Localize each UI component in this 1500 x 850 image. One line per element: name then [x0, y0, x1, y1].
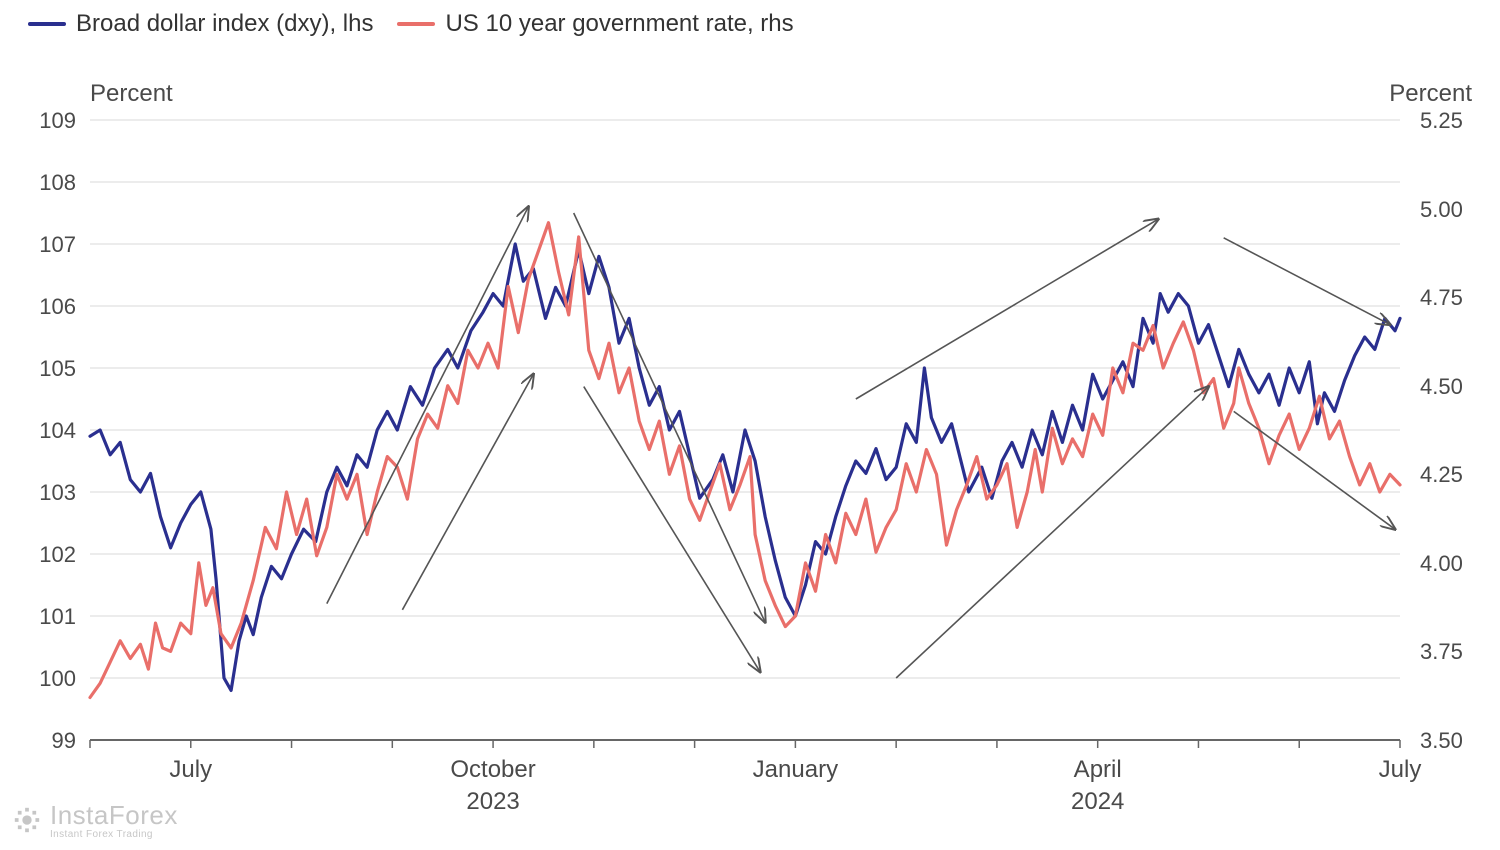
left-tick-label: 109 — [39, 108, 76, 134]
annotation-arrow — [584, 387, 760, 672]
right-tick-label: 4.00 — [1420, 551, 1463, 577]
chart-svg — [0, 0, 1500, 850]
left-tick-label: 99 — [52, 728, 76, 754]
right-tick-label: 5.25 — [1420, 108, 1463, 134]
right-tick-label: 5.00 — [1420, 197, 1463, 223]
x-tick-layer — [90, 740, 1400, 748]
left-tick-label: 107 — [39, 232, 76, 258]
x-year-label: 2024 — [1071, 788, 1124, 816]
chart-root: Broad dollar index (dxy), lhs US 10 year… — [0, 0, 1500, 850]
left-tick-label: 104 — [39, 418, 76, 444]
watermark-title: InstaForex — [50, 800, 178, 831]
annotation-arrow — [1224, 238, 1390, 325]
right-tick-label: 4.25 — [1420, 462, 1463, 488]
x-month-label: July — [1379, 756, 1422, 784]
right-tick-label: 3.50 — [1420, 728, 1463, 754]
x-month-label: April — [1074, 756, 1122, 784]
left-tick-label: 108 — [39, 170, 76, 196]
annotation-arrow — [327, 207, 529, 604]
right-tick-label: 4.75 — [1420, 285, 1463, 311]
right-tick-label: 3.75 — [1420, 639, 1463, 665]
watermark: InstaForex Instant Forex Trading — [12, 800, 178, 840]
left-tick-label: 103 — [39, 480, 76, 506]
series-line — [90, 223, 1400, 698]
left-tick-label: 106 — [39, 294, 76, 320]
left-tick-label: 105 — [39, 356, 76, 382]
left-tick-label: 102 — [39, 542, 76, 568]
right-tick-label: 4.50 — [1420, 374, 1463, 400]
x-month-label: October — [450, 756, 535, 784]
gear-icon — [12, 805, 42, 835]
left-tick-label: 101 — [39, 604, 76, 630]
annotation-arrow-layer — [327, 207, 1395, 678]
x-month-label: January — [753, 756, 838, 784]
series-layer — [90, 223, 1400, 698]
x-month-label: July — [169, 756, 212, 784]
x-year-label: 2023 — [466, 788, 519, 816]
left-tick-label: 100 — [39, 666, 76, 692]
